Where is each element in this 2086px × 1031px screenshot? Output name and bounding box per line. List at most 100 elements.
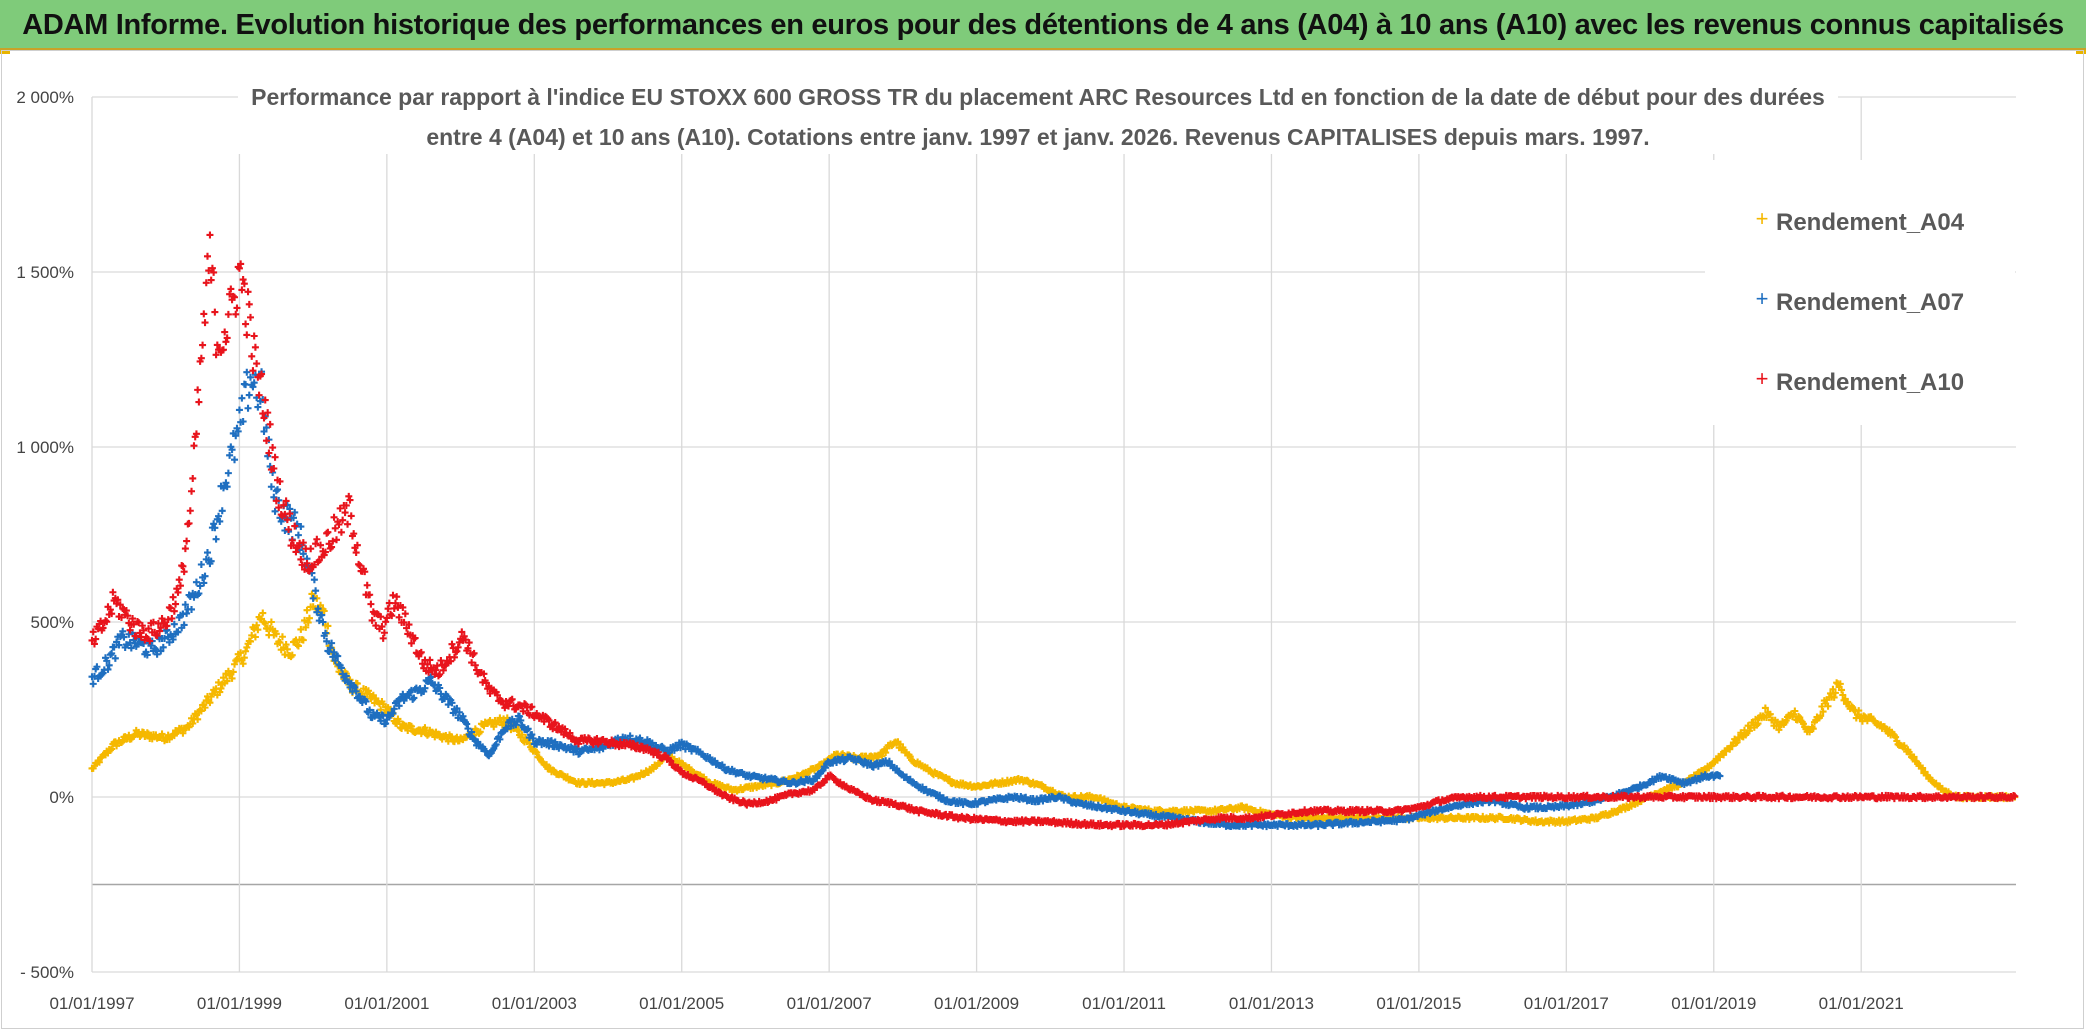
data-point xyxy=(229,668,237,676)
data-point xyxy=(326,644,334,652)
data-point xyxy=(194,386,202,394)
data-point xyxy=(243,331,251,339)
data-point xyxy=(254,403,262,411)
corner-mark-right xyxy=(2076,50,2086,54)
x-tick-label: 01/01/1997 xyxy=(49,994,134,1013)
data-point xyxy=(946,775,954,783)
data-point xyxy=(1761,704,1769,712)
data-point xyxy=(270,493,278,501)
data-point xyxy=(259,609,267,617)
data-point xyxy=(312,587,320,595)
data-point xyxy=(249,383,257,391)
data-point xyxy=(272,487,280,495)
chart-legend: + Rendement_A04 + Rendement_A07 + Rendem… xyxy=(1705,160,2015,425)
data-point xyxy=(152,646,160,654)
data-point xyxy=(160,634,168,642)
data-point xyxy=(1782,716,1790,724)
data-point xyxy=(1819,708,1827,716)
data-point xyxy=(337,528,345,536)
data-point xyxy=(288,536,296,544)
data-point xyxy=(304,619,312,627)
data-point xyxy=(355,560,363,568)
chart-frame xyxy=(1,50,2084,1029)
legend-marker-a10: + xyxy=(1756,366,1769,391)
data-point xyxy=(245,391,253,399)
data-point xyxy=(95,758,103,766)
data-point xyxy=(491,742,499,750)
data-point xyxy=(110,643,118,651)
data-point xyxy=(1824,702,1832,710)
data-point xyxy=(1791,707,1799,715)
data-point xyxy=(450,653,458,661)
data-point xyxy=(120,633,128,641)
data-point xyxy=(223,483,231,491)
data-point xyxy=(289,514,297,522)
data-point xyxy=(377,706,385,714)
data-point xyxy=(379,634,387,642)
data-point xyxy=(813,774,821,782)
data-point xyxy=(936,791,944,799)
data-point xyxy=(463,720,471,728)
data-point xyxy=(470,649,478,657)
data-point xyxy=(464,725,472,733)
data-point xyxy=(1863,717,1871,725)
data-point xyxy=(158,730,166,738)
data-point xyxy=(543,761,551,769)
data-point xyxy=(235,406,243,414)
data-point xyxy=(192,578,200,586)
data-point xyxy=(223,677,231,685)
data-point xyxy=(302,623,310,631)
x-tick-label: 01/01/2007 xyxy=(787,994,872,1013)
data-point xyxy=(1817,712,1825,720)
data-point xyxy=(111,654,119,662)
data-point xyxy=(89,680,97,688)
data-point xyxy=(253,621,261,629)
data-point xyxy=(267,618,275,626)
chart-title-line-1: Performance par rapport à l'indice EU ST… xyxy=(251,84,1825,110)
data-point xyxy=(291,508,299,516)
x-tick-label: 01/01/2013 xyxy=(1229,994,1314,1013)
data-point xyxy=(453,704,461,712)
data-point xyxy=(366,591,374,599)
data-point xyxy=(1831,689,1839,697)
data-point xyxy=(389,591,397,599)
data-point xyxy=(183,609,191,617)
data-point xyxy=(1844,698,1852,706)
data-point xyxy=(157,647,165,655)
data-point xyxy=(203,549,211,557)
data-point xyxy=(648,739,656,747)
data-point xyxy=(344,520,352,528)
data-point xyxy=(219,674,227,682)
data-point xyxy=(297,523,305,531)
data-point xyxy=(151,644,159,652)
data-point xyxy=(197,560,205,568)
data-point xyxy=(500,727,508,735)
data-point xyxy=(239,417,247,425)
data-point xyxy=(514,727,522,735)
data-point xyxy=(401,610,409,618)
data-point xyxy=(551,738,559,746)
data-point xyxy=(320,607,328,615)
data-point xyxy=(324,622,332,630)
data-point xyxy=(228,446,236,454)
data-point xyxy=(234,427,242,435)
data-point xyxy=(159,643,167,651)
report-banner-title: ADAM Informe. Evolution historique des p… xyxy=(0,0,2086,50)
data-point xyxy=(189,474,197,482)
data-point xyxy=(299,550,307,558)
data-point xyxy=(188,487,196,495)
data-point xyxy=(1818,703,1826,711)
data-point xyxy=(626,732,634,740)
data-point xyxy=(251,343,259,351)
data-point xyxy=(367,600,375,608)
data-point xyxy=(307,545,315,553)
x-tick-label: 01/01/2011 xyxy=(1082,994,1166,1013)
data-point xyxy=(426,674,434,682)
data-point xyxy=(246,313,254,321)
data-point xyxy=(383,716,391,724)
data-point xyxy=(382,720,390,728)
data-point xyxy=(211,308,219,316)
x-tick-label: 01/01/2003 xyxy=(492,994,577,1013)
y-tick-label: 0% xyxy=(49,788,74,807)
